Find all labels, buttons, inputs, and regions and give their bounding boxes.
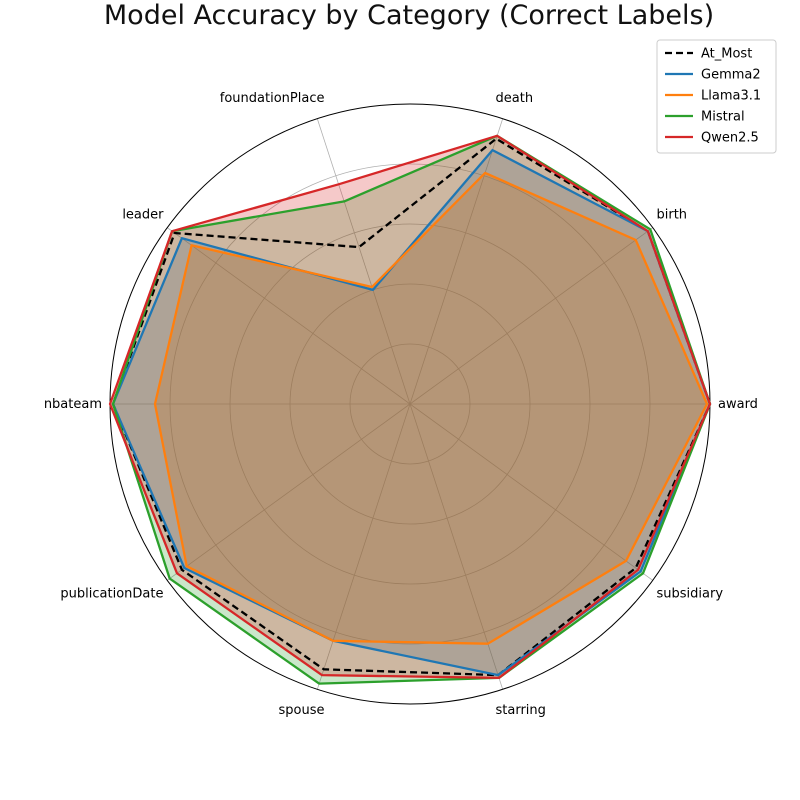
legend-label-at-most: At_Most bbox=[701, 47, 752, 62]
spoke-starring bbox=[409, 403, 504, 690]
category-label-spouse: spouse bbox=[278, 703, 324, 718]
category-label-foundationPlace: foundationPlace bbox=[220, 91, 325, 106]
spoke-birth bbox=[409, 227, 653, 405]
category-label-publicationDate: publicationDate bbox=[60, 586, 163, 601]
spoke-leader bbox=[167, 227, 411, 405]
spoke-foundationPlace bbox=[316, 118, 411, 405]
series-fill-qwen2-5 bbox=[110, 135, 710, 678]
category-label-birth: birth bbox=[657, 208, 688, 223]
category-label-leader: leader bbox=[122, 208, 164, 223]
chart-title: Model Accuracy by Category (Correct Labe… bbox=[103, 0, 715, 31]
spoke-death bbox=[409, 118, 504, 405]
radar-grid bbox=[109, 103, 711, 705]
spoke-publicationDate bbox=[167, 403, 411, 581]
category-label-nbateam: nbateam bbox=[44, 397, 102, 412]
legend-label-qwen2-5: Qwen2.5 bbox=[701, 131, 759, 146]
category-label-award: award bbox=[718, 397, 758, 412]
series-fill-llama3-1 bbox=[155, 172, 707, 644]
series-lines bbox=[108, 134, 712, 685]
spoke-subsidiary bbox=[409, 403, 653, 581]
series-fill-gemma2 bbox=[113, 150, 710, 676]
series-line-qwen2-5 bbox=[108, 134, 712, 680]
series-line-llama3-1 bbox=[153, 171, 709, 645]
legend-box bbox=[656, 39, 777, 154]
category-label-subsidiary: subsidiary bbox=[657, 586, 724, 601]
series-fills bbox=[110, 135, 710, 684]
legend-label-mistral: Mistral bbox=[701, 110, 745, 125]
legend: At_Most Gemma2 Llama3.1 Mistral Qwen2.5 bbox=[656, 39, 777, 154]
category-labels: award birth death foundationPlace leader nbat… bbox=[44, 91, 758, 718]
category-label-starring: starring bbox=[496, 703, 546, 718]
legend-label-llama3-1: Llama3.1 bbox=[701, 89, 761, 104]
category-label-death: death bbox=[496, 91, 534, 106]
legend-label-gemma2: Gemma2 bbox=[701, 68, 761, 83]
series-fill-mistral bbox=[113, 135, 710, 684]
